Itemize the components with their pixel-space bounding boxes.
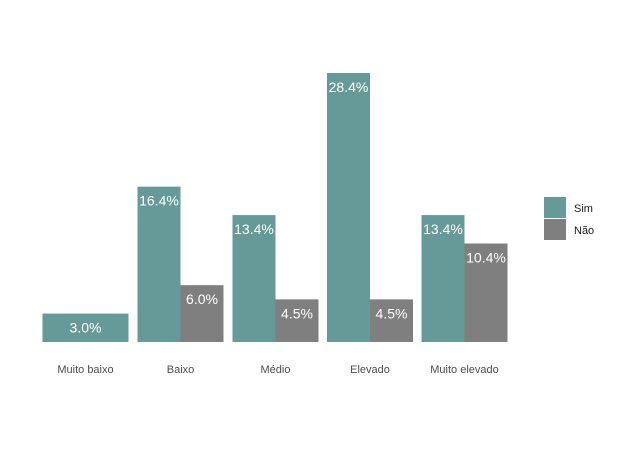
x-tick-label-muito-elevado: Muito elevado [430, 364, 499, 376]
legend-item-nao: Não [544, 219, 594, 240]
bar-nao-medio [275, 299, 319, 342]
bar-label-nao-medio: 4.5% [281, 305, 313, 321]
bar-sim-muito-elevado [421, 215, 465, 342]
legend-label-nao: Não [574, 225, 594, 237]
bar-sim-medio [232, 215, 276, 342]
bar-label-nao-baixo: 6.0% [186, 291, 218, 307]
bar-labels-group: 3.0%16.4%6.0%13.4%4.5%28.4%4.5%13.4%10.4… [70, 79, 506, 336]
bar-nao-muito-elevado [464, 243, 508, 342]
x-tick-label-medio: Médio [261, 364, 291, 376]
bar-sim-elevado [327, 73, 370, 342]
bar-label-sim-baixo: 16.4% [139, 193, 179, 209]
x-tick-label-elevado: Elevado [350, 364, 390, 376]
legend-label-sim: Sim [574, 203, 593, 215]
legend-item-sim: Sim [544, 197, 593, 218]
x-tick-label-baixo: Baixo [167, 364, 195, 376]
legend-swatch-nao [544, 219, 566, 240]
bar-nao-baixo [180, 285, 224, 342]
bar-label-sim-muito-elevado: 13.4% [423, 221, 463, 237]
bar-label-nao-muito-elevado: 10.4% [466, 249, 506, 265]
bar-label-sim-muito-baixo: 3.0% [70, 320, 102, 336]
bar-label-nao-elevado: 4.5% [376, 305, 408, 321]
bar-sim-baixo [137, 186, 181, 342]
x-tick-labels: Muito baixo Baixo Médio Elevado Muito elevad… [57, 364, 498, 376]
bar-label-sim-elevado: 28.4% [329, 79, 369, 95]
bar-label-sim-medio: 13.4% [234, 221, 274, 237]
bars-group [42, 73, 508, 342]
x-tick-label-muito-baixo: Muito baixo [57, 364, 113, 376]
bar-nao-elevado [370, 299, 413, 342]
legend: Sim Não [544, 197, 594, 240]
legend-swatch-sim [544, 197, 566, 218]
bar-sim-muito-baixo [42, 313, 129, 342]
